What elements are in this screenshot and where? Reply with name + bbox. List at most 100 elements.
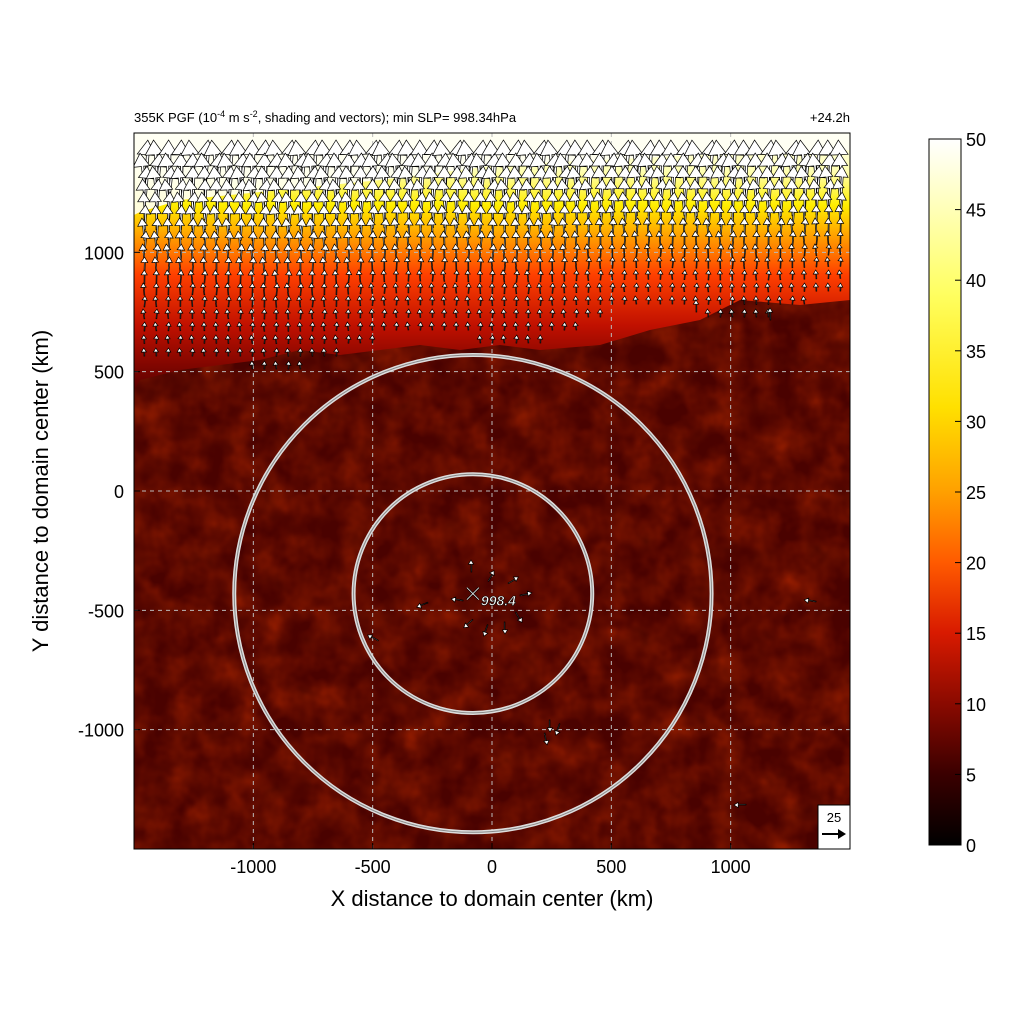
pgf-vector [727,243,735,258]
pgf-vector [512,282,519,295]
pgf-vector [368,256,376,271]
pgf-vector [524,321,532,331]
pgf-vector [403,256,411,271]
pgf-vector [201,269,209,284]
pgf-vector [836,230,844,245]
pgf-vector [803,597,817,604]
pgf-vector [585,282,592,293]
pgf-vector [272,334,279,344]
pgf-vector [476,256,485,272]
x-axis-ticks: -1000 -500 0 500 1000 [230,843,751,877]
pgf-vector [308,347,316,357]
pgf-vector [714,191,727,217]
pgf-vector [464,269,471,283]
pgf-vector [764,256,771,269]
pgf-vector [549,282,556,294]
pgf-vector [655,230,664,246]
pgf-vector [380,321,387,331]
pgf-vector [427,256,435,271]
pgf-vector [597,269,604,281]
pgf-vector [489,308,496,319]
pgf-vector [751,243,759,258]
pgf-vector [404,321,411,331]
colorbar-tick-label: 40 [966,271,986,291]
pgf-vector [476,269,484,283]
pgf-vector [487,570,495,582]
pgf-vector [189,321,196,332]
pgf-vector [260,243,270,263]
pgf-vector [716,256,723,269]
pgf-vector [225,295,232,308]
pgf-vector [213,308,220,320]
pgf-vector [345,295,352,307]
pgf-vector [284,308,291,320]
pgf-vector [536,321,544,331]
pgf-vector [813,230,821,246]
pgf-vector [248,360,256,370]
pgf-vector [464,321,471,331]
pgf-vector [273,347,280,357]
pgf-vector [741,269,748,281]
pgf-vector [476,230,486,250]
pgf-vector [176,295,184,307]
pgf-vector [344,282,351,295]
pgf-vector [704,230,713,247]
pgf-vector [187,191,201,220]
x-tick-label: 1000 [711,857,751,877]
pgf-vector [572,295,579,306]
pgf-vector [799,230,807,246]
pgf-vector [800,256,807,268]
pgf-vector [776,269,783,281]
pgf-vector [429,269,436,282]
pgf-vector [656,295,663,305]
pgf-vector [513,295,520,307]
pgf-vector [570,178,585,209]
pgf-vector [309,321,316,332]
pgf-vector [543,732,550,746]
pgf-vector [356,295,363,307]
pgf-vector [236,347,244,357]
pgf-vector [573,269,580,282]
pgf-vector [260,295,268,308]
pgf-vector [236,295,243,308]
pgf-vector [488,321,495,331]
pgf-vector [836,243,843,256]
pgf-vector [801,243,808,257]
pgf-vector [343,256,351,272]
pgf-vector [416,230,425,249]
pgf-vector [152,282,160,296]
pgf-vector [716,295,723,305]
pgf-vector [680,282,687,292]
min-slp-label: 998.4 [481,593,516,609]
pgf-vector [392,230,402,249]
pgf-vector [199,204,212,231]
pgf-vector [165,295,172,307]
storm-center: 998.4 [466,586,516,609]
pgf-vector [525,282,532,295]
pgf-vector [546,719,554,733]
pgf-vector [609,282,616,293]
pgf-vector [561,321,568,331]
x-axis-label: X distance to domain center (km) [331,886,654,911]
pgf-vector [668,230,677,247]
pgf-vector [537,295,544,306]
colorbar-tick-label: 5 [966,765,976,785]
pgf-vector [357,321,364,331]
pgf-vector [236,269,244,285]
pgf-vector [356,256,365,272]
pgf-vector [415,243,423,260]
pgf-vector [380,256,388,271]
pgf-vector [704,308,711,318]
pgf-vector [248,308,255,320]
pgf-vector [655,178,669,208]
pgf-vector [777,256,784,269]
pgf-vector [693,282,700,293]
pgf-vector [405,269,412,282]
pgf-vector [248,282,256,296]
pgf-vector [140,334,148,344]
pgf-vector [213,347,220,357]
pgf-vector [439,191,452,219]
pgf-vector [177,308,184,319]
pgf-vector [548,269,555,282]
pgf-vector [189,347,196,357]
